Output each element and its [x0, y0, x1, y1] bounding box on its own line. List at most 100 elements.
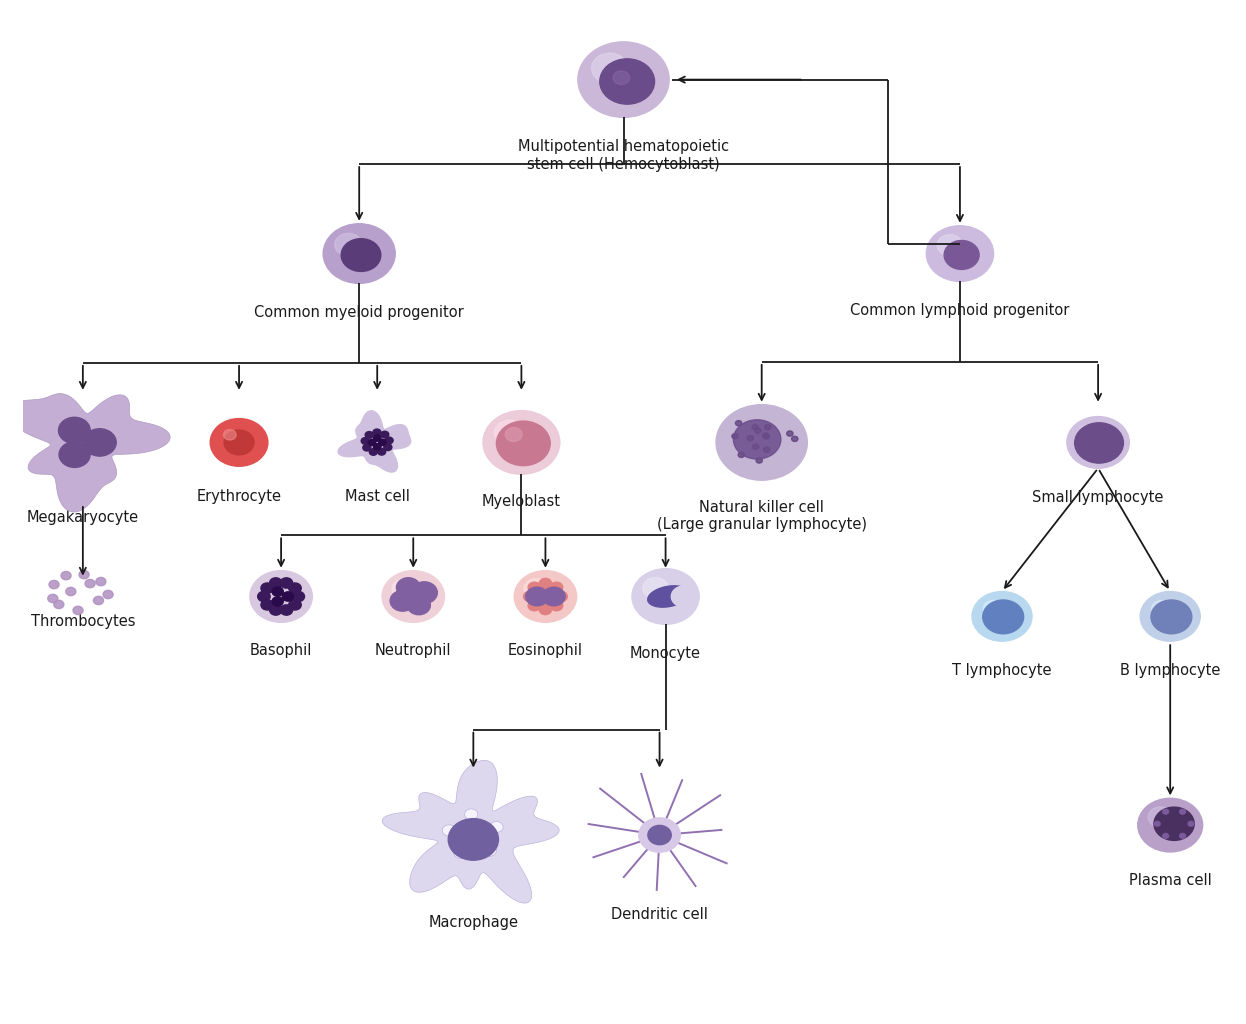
Circle shape	[1154, 821, 1160, 826]
Circle shape	[103, 590, 113, 599]
Text: Dendritic cell: Dendritic cell	[611, 906, 708, 922]
Circle shape	[551, 600, 563, 610]
Circle shape	[289, 583, 302, 593]
Polygon shape	[338, 411, 411, 472]
Circle shape	[515, 570, 577, 623]
Circle shape	[392, 579, 416, 599]
Text: Small lymphocyte: Small lymphocyte	[1033, 490, 1164, 505]
Circle shape	[526, 587, 548, 606]
Circle shape	[223, 429, 237, 440]
Text: Mast cell: Mast cell	[345, 489, 410, 504]
Circle shape	[764, 434, 770, 439]
Circle shape	[374, 435, 381, 441]
Circle shape	[731, 433, 739, 439]
Text: Erythrocyte: Erythrocyte	[197, 489, 282, 504]
Circle shape	[66, 588, 76, 596]
Circle shape	[280, 578, 293, 588]
Text: Neutrophil: Neutrophil	[375, 643, 451, 658]
Circle shape	[96, 578, 106, 586]
Circle shape	[369, 439, 376, 445]
Circle shape	[791, 436, 797, 441]
Circle shape	[83, 429, 116, 456]
Circle shape	[1163, 809, 1169, 814]
Circle shape	[383, 570, 445, 623]
Circle shape	[786, 431, 792, 436]
Text: Monocyte: Monocyte	[630, 646, 701, 662]
Circle shape	[224, 430, 254, 455]
Circle shape	[716, 404, 807, 480]
Circle shape	[599, 58, 654, 104]
Circle shape	[85, 580, 95, 588]
Circle shape	[490, 821, 503, 833]
Circle shape	[374, 443, 381, 450]
Circle shape	[763, 433, 769, 438]
Circle shape	[396, 578, 420, 597]
Circle shape	[972, 592, 1032, 641]
Circle shape	[1148, 807, 1172, 827]
Circle shape	[483, 411, 559, 474]
Circle shape	[765, 425, 771, 430]
Circle shape	[341, 239, 381, 271]
Circle shape	[643, 578, 668, 599]
Circle shape	[613, 71, 629, 85]
Circle shape	[496, 421, 551, 466]
Circle shape	[734, 420, 781, 459]
Circle shape	[365, 431, 374, 438]
Circle shape	[926, 225, 993, 282]
Polygon shape	[383, 760, 559, 903]
Circle shape	[1163, 834, 1169, 839]
Circle shape	[211, 419, 268, 466]
Circle shape	[554, 591, 567, 602]
Circle shape	[528, 600, 541, 610]
Circle shape	[384, 443, 392, 451]
Circle shape	[735, 421, 741, 426]
Circle shape	[385, 437, 394, 443]
Circle shape	[1151, 600, 1192, 634]
Circle shape	[283, 592, 294, 601]
Circle shape	[292, 591, 304, 602]
Circle shape	[258, 591, 270, 602]
Circle shape	[1140, 592, 1200, 641]
Circle shape	[944, 241, 979, 269]
Text: Thrombocytes: Thrombocytes	[31, 614, 135, 630]
Circle shape	[272, 587, 283, 596]
Circle shape	[250, 570, 313, 623]
Circle shape	[269, 578, 282, 588]
Circle shape	[54, 600, 64, 608]
Circle shape	[465, 809, 477, 820]
Circle shape	[61, 571, 71, 580]
Text: Multipotential hematopoietic
stem cell (Hemocytoblast): Multipotential hematopoietic stem cell (…	[518, 139, 729, 172]
Circle shape	[373, 429, 381, 436]
Circle shape	[74, 606, 83, 614]
Text: Common myeloid progenitor: Common myeloid progenitor	[254, 305, 464, 321]
Circle shape	[523, 591, 536, 602]
Circle shape	[378, 449, 386, 455]
Circle shape	[363, 444, 371, 451]
Circle shape	[93, 596, 103, 604]
Circle shape	[542, 587, 566, 606]
Circle shape	[335, 233, 363, 256]
Text: Basophil: Basophil	[250, 643, 313, 658]
Circle shape	[551, 583, 563, 593]
Circle shape	[738, 453, 745, 458]
Circle shape	[59, 418, 90, 443]
Polygon shape	[6, 393, 171, 512]
Circle shape	[1187, 821, 1194, 826]
Circle shape	[289, 600, 302, 610]
Circle shape	[748, 435, 754, 440]
Circle shape	[411, 582, 437, 603]
Text: Megakaryocyte: Megakaryocyte	[27, 510, 138, 525]
Circle shape	[442, 825, 456, 836]
Circle shape	[540, 579, 552, 589]
Circle shape	[47, 594, 57, 603]
Circle shape	[672, 586, 697, 607]
Circle shape	[49, 581, 59, 589]
Circle shape	[361, 437, 369, 444]
Circle shape	[483, 845, 496, 856]
Circle shape	[648, 825, 672, 845]
Circle shape	[983, 600, 1024, 634]
Circle shape	[1079, 425, 1099, 441]
Text: Myeloblast: Myeloblast	[482, 495, 561, 509]
Circle shape	[751, 424, 759, 430]
Text: Eosinophil: Eosinophil	[508, 643, 583, 658]
